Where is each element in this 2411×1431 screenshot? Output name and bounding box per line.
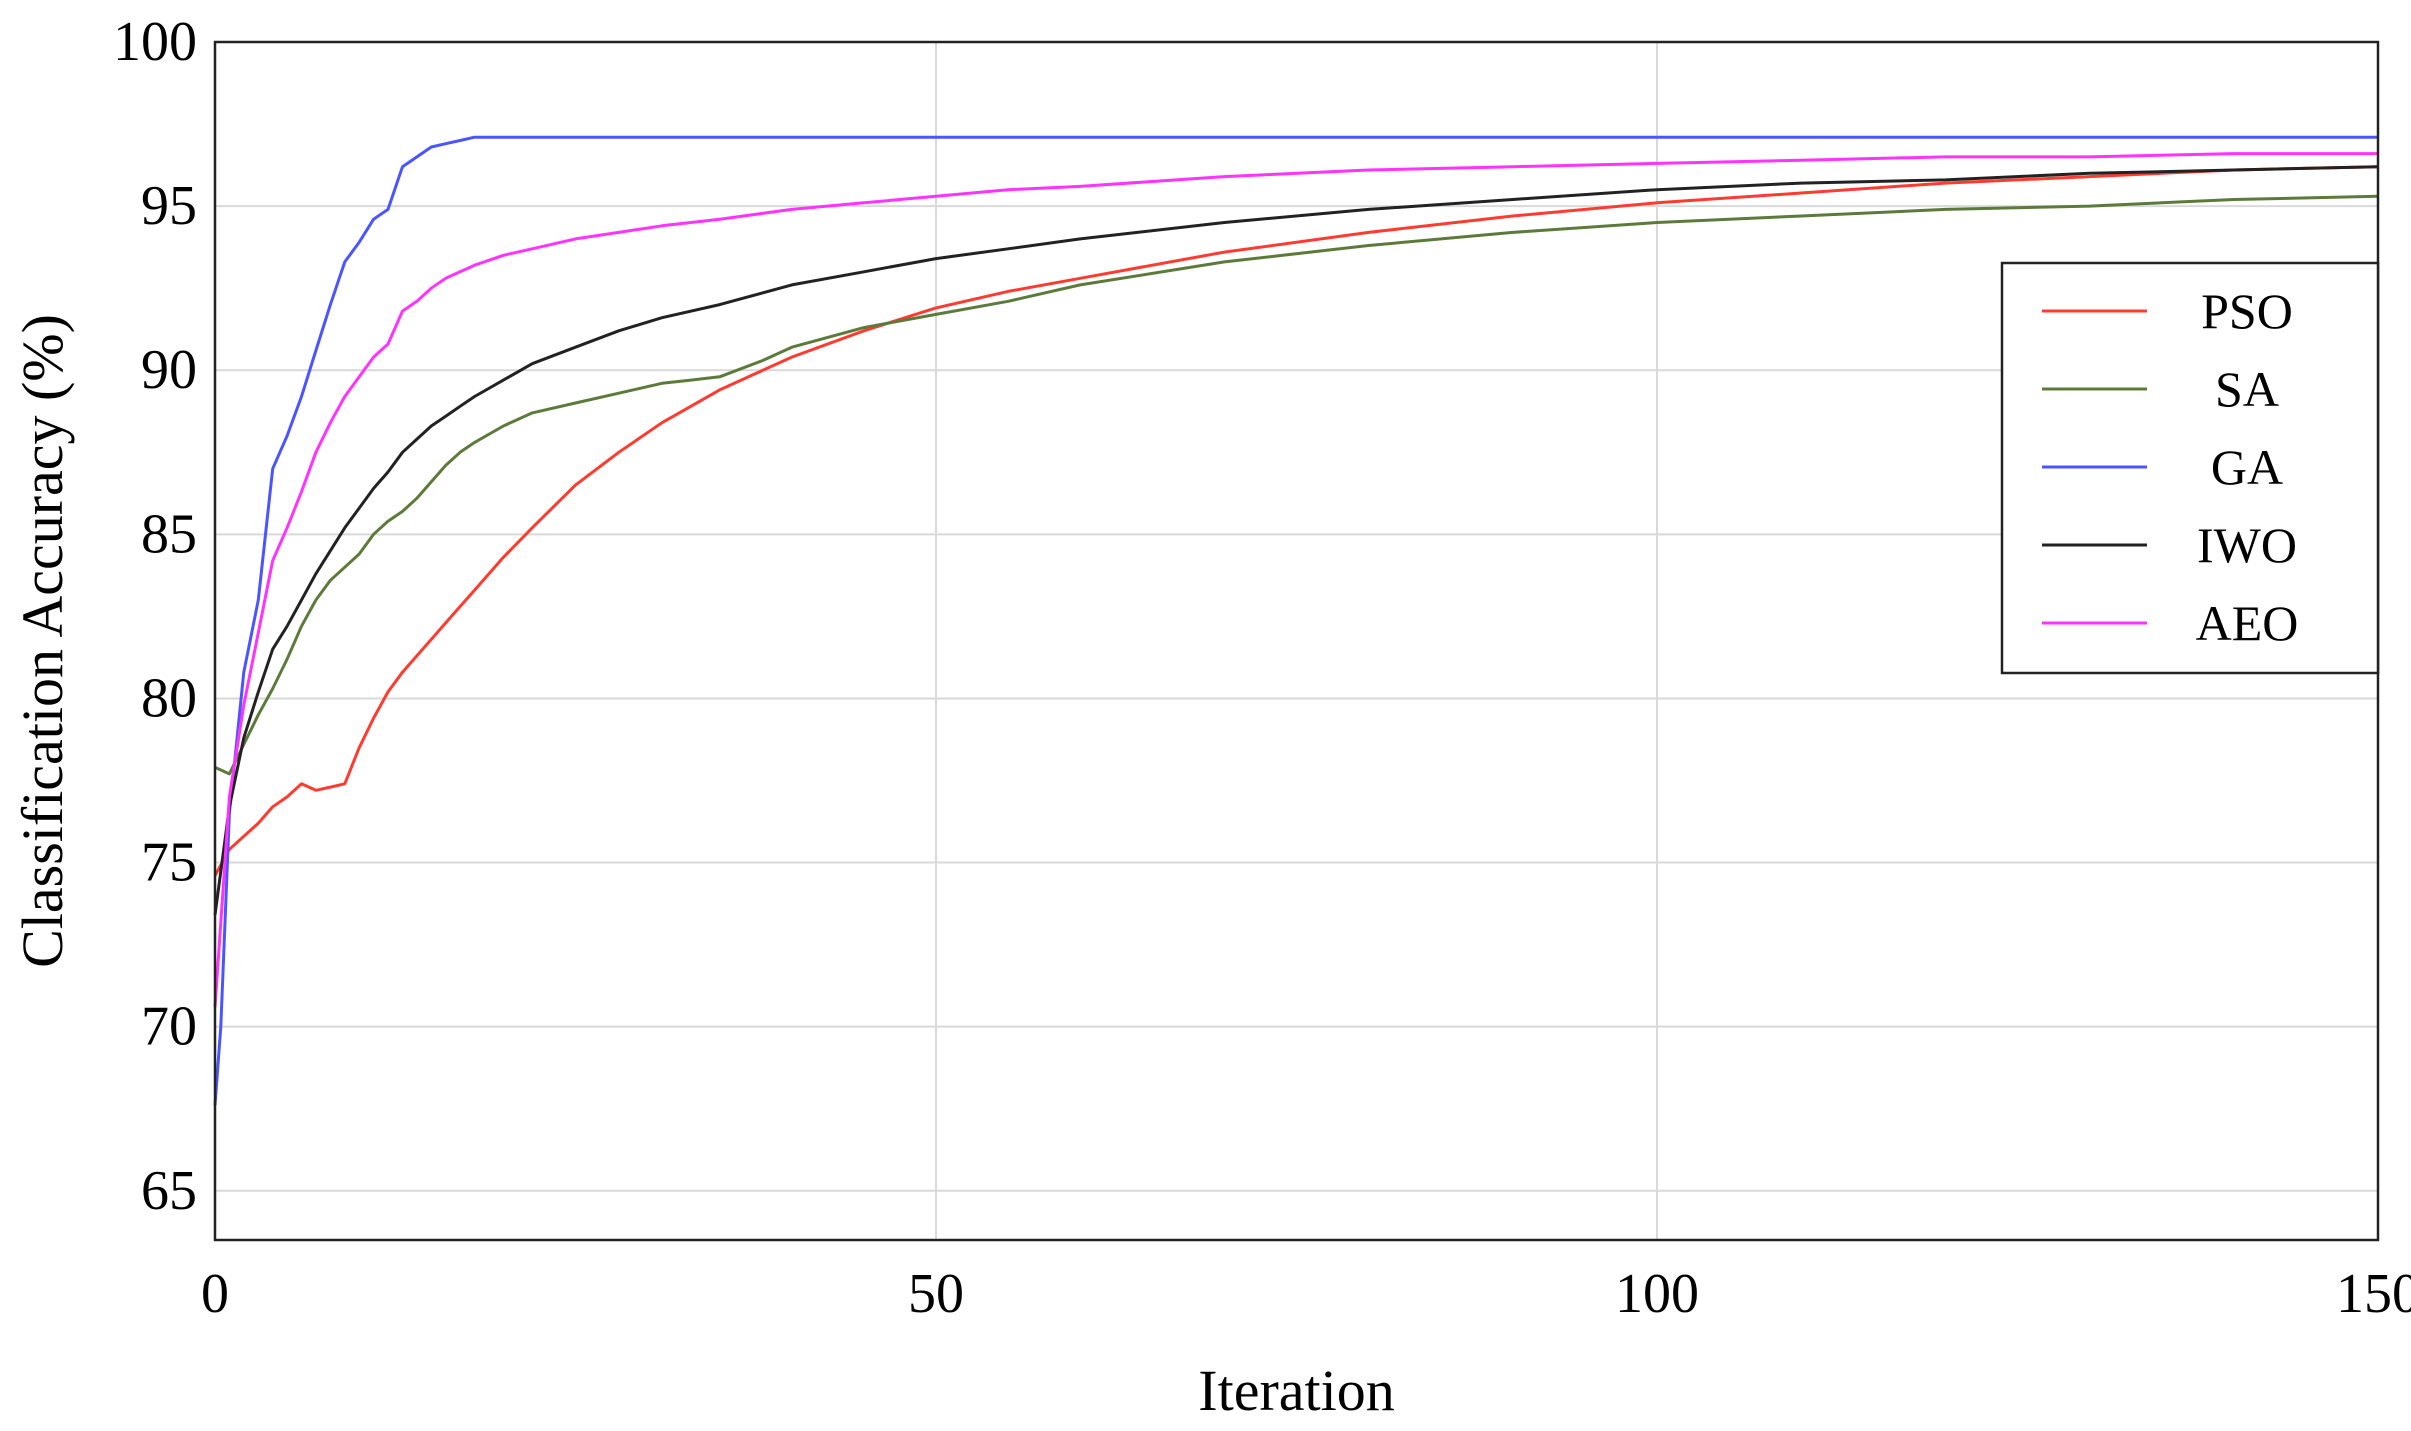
x-tick-labels: 0 50 100 150 (201, 1263, 2411, 1325)
legend-label-sa: SA (2215, 361, 2279, 417)
legend-label-ga: GA (2211, 439, 2283, 495)
series-line-ga (213, 135, 2378, 1106)
series-line-pso (213, 165, 2379, 877)
x-axis-label: Iteration (1198, 1358, 1394, 1423)
x-tick-label: 150 (2336, 1263, 2411, 1325)
y-tick-label: 85 (141, 503, 197, 565)
y-axis-label: Classification Accuracy (%) (10, 314, 75, 968)
grid-lines (215, 41, 2378, 1240)
y-tick-label: 75 (141, 832, 197, 894)
series-line-iwo (213, 165, 2379, 916)
series-lines (213, 135, 2379, 1106)
series-line-aeo (213, 152, 2378, 1008)
y-tick-label: 80 (141, 667, 197, 729)
x-tick-label: 0 (201, 1263, 229, 1325)
y-tick-label: 65 (141, 1160, 197, 1222)
series-line-sa (214, 194, 2379, 776)
legend-label-pso: PSO (2201, 283, 2293, 339)
legend-label-aeo: AEO (2196, 595, 2299, 651)
x-tick-label: 100 (1615, 1263, 1699, 1325)
y-tick-label: 90 (141, 339, 197, 401)
y-tick-labels: 65 70 75 80 85 90 95 100 (113, 11, 197, 1222)
y-tick-label: 100 (113, 11, 197, 73)
x-tick-label: 50 (908, 1263, 964, 1325)
y-tick-label: 70 (141, 996, 197, 1058)
y-tick-label: 95 (141, 175, 197, 237)
legend-label-iwo: IWO (2197, 517, 2297, 573)
legend: PSO SA GA IWO AEO (2000, 261, 2380, 675)
